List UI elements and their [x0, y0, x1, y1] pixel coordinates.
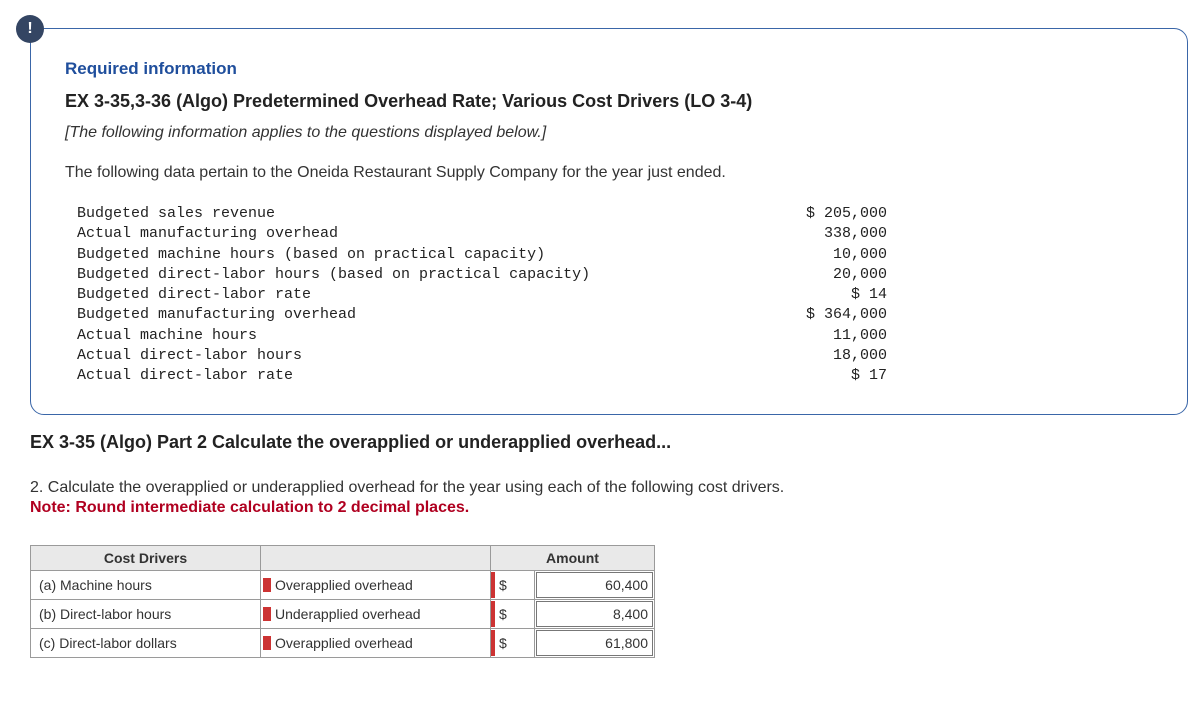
data-value: 338,000	[687, 224, 887, 244]
data-row: Budgeted direct-labor rate $ 14	[77, 285, 1153, 305]
data-block: Budgeted sales revenue $ 205,000 Actual …	[77, 204, 1153, 386]
data-value: $ 14	[687, 285, 887, 305]
status-cell[interactable]: Overapplied overhead	[261, 570, 491, 599]
required-info-heading: Required information	[65, 59, 1153, 79]
data-value: $ 17	[687, 366, 887, 386]
select-marker-icon	[263, 607, 271, 621]
data-row: Budgeted manufacturing overhead $ 364,00…	[77, 305, 1153, 325]
question-note: Note: Round intermediate calculation to …	[30, 499, 1188, 517]
status-cell[interactable]: Underapplied overhead	[261, 599, 491, 628]
status-select-value: Underapplied overhead	[271, 606, 490, 622]
header-cost-drivers: Cost Drivers	[31, 545, 261, 570]
data-label: Actual manufacturing overhead	[77, 224, 687, 244]
amount-value: 60,400	[605, 577, 648, 593]
page-root: ! Required information EX 3-35,3-36 (Alg…	[0, 0, 1200, 717]
amount-value: 61,800	[605, 635, 648, 651]
select-marker-icon	[263, 636, 271, 650]
data-label: Budgeted machine hours (based on practic…	[77, 245, 687, 265]
exercise-title: EX 3-35,3-36 (Algo) Predetermined Overhe…	[65, 91, 1153, 112]
data-value: 10,000	[687, 245, 887, 265]
data-row: Actual direct-labor hours 18,000	[77, 346, 1153, 366]
select-marker-icon	[263, 578, 271, 592]
table-row: (b) Direct-labor hours Underapplied over…	[31, 599, 655, 628]
currency-cell[interactable]: $	[491, 628, 535, 657]
amount-cell[interactable]: 61,800	[535, 628, 655, 657]
amount-value: 8,400	[613, 606, 648, 622]
data-row: Budgeted direct-labor hours (based on pr…	[77, 265, 1153, 285]
header-amount: Amount	[491, 545, 655, 570]
status-cell[interactable]: Overapplied overhead	[261, 628, 491, 657]
header-status	[261, 545, 491, 570]
data-row: Actual direct-labor rate $ 17	[77, 366, 1153, 386]
part-title: EX 3-35 (Algo) Part 2 Calculate the over…	[30, 432, 1188, 453]
data-label: Budgeted direct-labor hours (based on pr…	[77, 265, 687, 285]
data-label: Actual direct-labor hours	[77, 346, 687, 366]
amount-cell[interactable]: 8,400	[535, 599, 655, 628]
question-section: EX 3-35 (Algo) Part 2 Calculate the over…	[30, 432, 1188, 658]
applies-note: [The following information applies to th…	[65, 124, 1153, 142]
required-info-box: Required information EX 3-35,3-36 (Algo)…	[30, 28, 1188, 415]
currency-value: $	[499, 606, 507, 622]
table-row: (a) Machine hours Overapplied overhead $…	[31, 570, 655, 599]
data-value: 11,000	[687, 326, 887, 346]
data-label: Actual direct-labor rate	[77, 366, 687, 386]
data-row: Budgeted machine hours (based on practic…	[77, 245, 1153, 265]
amount-cell[interactable]: 60,400	[535, 570, 655, 599]
intro-line: The following data pertain to the Oneida…	[65, 164, 1153, 182]
data-row: Actual manufacturing overhead 338,000	[77, 224, 1153, 244]
data-row: Budgeted sales revenue $ 205,000	[77, 204, 1153, 224]
data-value: 18,000	[687, 346, 887, 366]
data-label: Budgeted direct-labor rate	[77, 285, 687, 305]
question-text: 2. Calculate the overapplied or underapp…	[30, 477, 1188, 499]
driver-cell: (b) Direct-labor hours	[31, 599, 261, 628]
status-select-value: Overapplied overhead	[271, 635, 490, 651]
info-badge: !	[16, 15, 44, 43]
exclamation-icon: !	[27, 20, 32, 38]
status-select-value: Overapplied overhead	[271, 577, 490, 593]
table-header-row: Cost Drivers Amount	[31, 545, 655, 570]
currency-cell[interactable]: $	[491, 599, 535, 628]
data-label: Actual machine hours	[77, 326, 687, 346]
table-row: (c) Direct-labor dollars Overapplied ove…	[31, 628, 655, 657]
data-value: $ 364,000	[687, 305, 887, 325]
driver-cell: (a) Machine hours	[31, 570, 261, 599]
data-value: 20,000	[687, 265, 887, 285]
data-label: Budgeted sales revenue	[77, 204, 687, 224]
answer-table: Cost Drivers Amount (a) Machine hours Ov…	[30, 545, 655, 658]
driver-cell: (c) Direct-labor dollars	[31, 628, 261, 657]
currency-value: $	[499, 577, 507, 593]
data-label: Budgeted manufacturing overhead	[77, 305, 687, 325]
data-value: $ 205,000	[687, 204, 887, 224]
data-row: Actual machine hours 11,000	[77, 326, 1153, 346]
currency-value: $	[499, 635, 507, 651]
currency-cell[interactable]: $	[491, 570, 535, 599]
